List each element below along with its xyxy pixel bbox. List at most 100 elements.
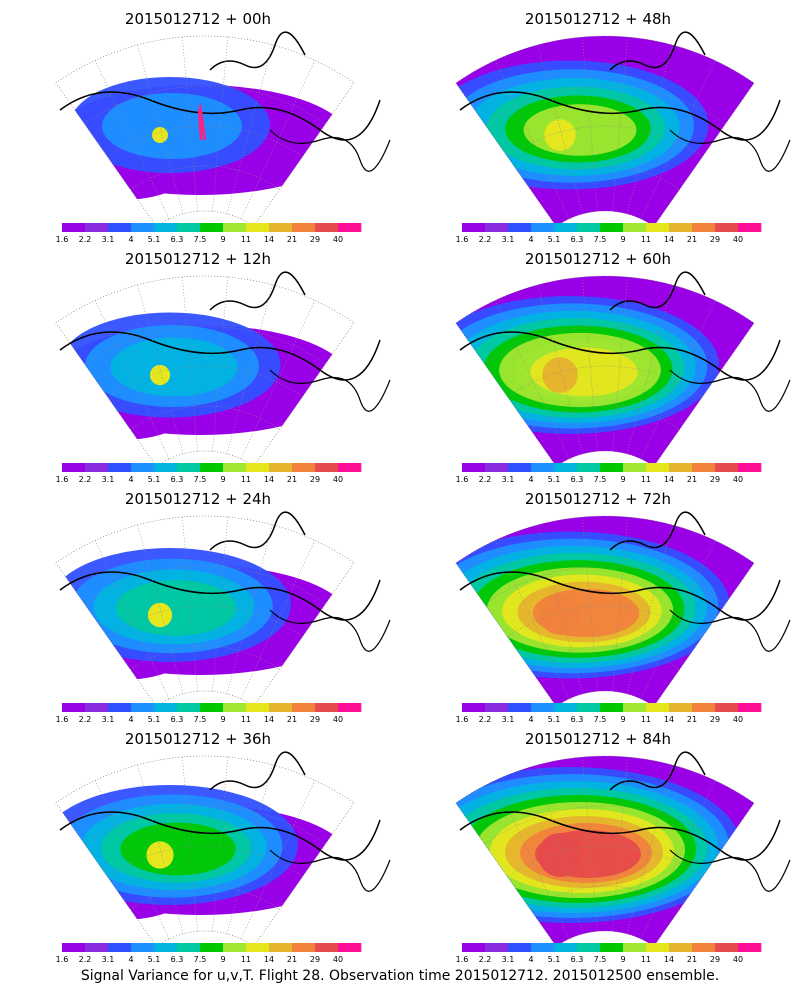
colorbar: 1.6 2.2 3.1 4 5.1 6.3 7.5 9 11 14 21 29 40 — [56, 943, 362, 964]
colorbar-swatch — [177, 703, 201, 712]
colorbar-swatch — [738, 703, 762, 712]
colorbar-swatch — [246, 223, 270, 232]
colorbar-tick-label: 9 — [620, 475, 625, 484]
colorbar-swatch — [715, 703, 739, 712]
coastline — [269, 609, 391, 652]
panel-title: 2015012712 + 12h — [125, 250, 271, 268]
panel-title: 2015012712 + 36h — [125, 730, 271, 748]
colorbar-swatch — [85, 463, 109, 472]
colorbar-tick-label: 6.3 — [171, 955, 184, 964]
colorbar-swatch — [154, 943, 178, 952]
colorbar-tick-label: 4 — [128, 715, 133, 724]
colorbar-tick-label: 11 — [241, 475, 251, 484]
colorbar-swatch — [692, 943, 716, 952]
colorbar-tick-label: 29 — [310, 955, 320, 964]
colorbar-swatch — [462, 703, 486, 712]
colorbar-swatch — [531, 223, 555, 232]
colorbar-tick-label: 29 — [710, 235, 720, 244]
colorbar: 1.6 2.2 3.1 4 5.1 6.3 7.5 9 11 14 21 29 40 — [56, 463, 362, 484]
colorbar-swatch — [292, 703, 316, 712]
colorbar-tick-label: 2.2 — [79, 715, 92, 724]
colorbar-tick-label: 5.1 — [148, 475, 161, 484]
colorbar-swatch — [108, 223, 132, 232]
colorbar-tick-label: 2.2 — [479, 235, 492, 244]
colorbar-tick-label: 11 — [241, 235, 251, 244]
colorbar-swatch — [62, 943, 86, 952]
colorbar-swatch — [462, 943, 486, 952]
colorbar-swatch — [669, 463, 693, 472]
colorbar-swatch — [554, 463, 578, 472]
variance-contour — [120, 822, 236, 876]
colorbar-swatch — [108, 463, 132, 472]
variance-field — [55, 275, 355, 467]
colorbar-swatch — [485, 223, 509, 232]
colorbar-tick-label: 21 — [287, 475, 297, 484]
colorbar-tick-label: 9 — [620, 715, 625, 724]
coastline — [59, 811, 381, 861]
colorbar-swatch — [485, 703, 509, 712]
coastline — [459, 571, 781, 621]
coastline — [209, 271, 306, 311]
map-panel-p84: 2015012712 + 84h 1.6 2.2 3.1 4 5.1 6.3 7.5 9 11 14… — [455, 730, 791, 964]
coastline — [669, 369, 791, 412]
colorbar-tick-label: 6.3 — [571, 235, 584, 244]
colorbar-tick-label: 7.5 — [194, 235, 207, 244]
colorbar-tick-label: 40 — [333, 235, 343, 244]
flight-track — [197, 104, 207, 141]
graticule — [484, 756, 726, 940]
panel-title: 2015012712 + 48h — [525, 10, 671, 28]
graticule — [484, 276, 726, 460]
colorbar-tick-label: 6.3 — [571, 715, 584, 724]
colorbar-tick-label: 1.6 — [56, 715, 69, 724]
colorbar-tick-label: 40 — [733, 235, 743, 244]
colorbar-tick-label: 6.3 — [171, 475, 184, 484]
colorbar-tick-label: 2.2 — [79, 475, 92, 484]
colorbar-tick-label: 2.2 — [79, 955, 92, 964]
variance-maximum — [152, 127, 168, 143]
colorbar-tick-label: 14 — [664, 475, 674, 484]
colorbar: 1.6 2.2 3.1 4 5.1 6.3 7.5 9 11 14 21 29 40 — [456, 463, 762, 484]
colorbar-tick-label: 29 — [310, 475, 320, 484]
colorbar-tick-label: 14 — [264, 715, 274, 724]
map-panel-p00: 2015012712 + 00h 1.6 2.2 3.1 4 5.1 6.3 7.5 9 11 14… — [55, 10, 391, 244]
colorbar-swatch — [715, 463, 739, 472]
coastline — [609, 31, 706, 71]
colorbar-swatch — [462, 223, 486, 232]
colorbar-tick-label: 9 — [620, 235, 625, 244]
coastline — [609, 751, 706, 791]
colorbar-swatch — [600, 463, 624, 472]
colorbar-tick-label: 4 — [128, 955, 133, 964]
colorbar-swatch — [600, 223, 624, 232]
colorbar-tick-label: 1.6 — [456, 955, 469, 964]
coastline — [59, 571, 381, 621]
graticule — [84, 36, 326, 220]
colorbar-tick-label: 11 — [241, 715, 251, 724]
colorbar-swatch — [200, 703, 224, 712]
colorbar-swatch — [646, 943, 670, 952]
coastline — [669, 129, 791, 172]
colorbar-swatch — [531, 703, 555, 712]
variance-maximum — [540, 595, 580, 635]
colorbar-swatch — [131, 223, 155, 232]
colorbar-swatch — [646, 703, 670, 712]
colorbar-tick-label: 7.5 — [194, 955, 207, 964]
colorbar-swatch — [131, 463, 155, 472]
colorbar-tick-label: 4 — [528, 235, 533, 244]
colorbar-tick-label: 2.2 — [79, 235, 92, 244]
map-panel-p48: 2015012712 + 48h 1.6 2.2 3.1 4 5.1 6.3 7.5 9 11 14… — [455, 10, 791, 244]
colorbar-tick-label: 3.1 — [102, 475, 115, 484]
colorbar-tick-label: 29 — [310, 235, 320, 244]
colorbar-swatch — [200, 223, 224, 232]
colorbar-tick-label: 21 — [687, 955, 697, 964]
variance-field — [455, 275, 755, 467]
colorbar-swatch — [623, 223, 647, 232]
colorbar: 1.6 2.2 3.1 4 5.1 6.3 7.5 9 11 14 21 29 40 — [56, 223, 362, 244]
coastline — [209, 31, 306, 71]
colorbar-tick-label: 1.6 — [56, 235, 69, 244]
colorbar-swatch — [177, 463, 201, 472]
colorbar-tick-label: 21 — [287, 235, 297, 244]
colorbar-tick-label: 1.6 — [56, 475, 69, 484]
variance-field — [55, 515, 355, 707]
colorbar-tick-label: 4 — [528, 715, 533, 724]
panel-title: 2015012712 + 72h — [525, 490, 671, 508]
